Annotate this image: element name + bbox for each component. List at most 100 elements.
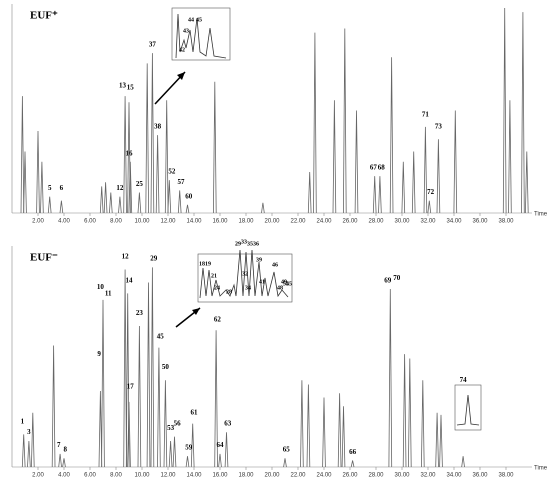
peak — [127, 401, 131, 468]
x-tick-label: 18.00 — [238, 219, 254, 225]
x-tick-label: 16.00 — [212, 473, 228, 477]
peak — [427, 200, 432, 214]
x-axis-label: Time — [534, 212, 548, 218]
inset-peak-label: 55 — [286, 281, 292, 287]
peak — [337, 393, 342, 468]
peak-label: 45 — [157, 333, 165, 341]
peak-label: 62 — [214, 315, 222, 323]
peak-label: 9 — [97, 350, 101, 358]
peak-label: 63 — [224, 420, 232, 428]
peak — [343, 28, 347, 214]
peak — [31, 412, 35, 468]
x-tick-label: 6.00 — [84, 219, 96, 225]
peak-label: 13 — [119, 82, 127, 90]
peak-label: 67 — [370, 164, 378, 172]
x-tick-label: 6.00 — [84, 473, 96, 477]
x-tick-label: 2.00 — [32, 473, 44, 477]
x-tick-label: 32.00 — [420, 219, 436, 225]
peak-label: 72 — [427, 188, 435, 196]
inset-peak-label: 49 — [281, 279, 287, 285]
peak — [502, 7, 507, 214]
peak — [150, 267, 155, 468]
x-tick-label: 24.00 — [316, 219, 332, 225]
peak — [218, 453, 222, 468]
inset-peak-label: 45 — [196, 17, 202, 23]
x-tick-label: 22.00 — [290, 473, 306, 477]
peak-label: 57 — [178, 178, 186, 186]
x-tick-label: 32.00 — [420, 473, 436, 477]
x-tick-label: 34.00 — [446, 473, 462, 477]
inset-trace — [456, 394, 480, 426]
peak-label: 52 — [168, 168, 176, 176]
x-tick-label: 26.00 — [342, 219, 358, 225]
peak — [118, 196, 122, 214]
peak-label: 70 — [393, 274, 401, 282]
peak-label: 29 — [150, 255, 158, 263]
peak — [436, 139, 441, 214]
peak — [411, 151, 416, 214]
peak — [283, 458, 287, 468]
peak — [62, 458, 66, 468]
x-tick-label: 20.00 — [264, 473, 280, 477]
peak-label: 74 — [460, 376, 468, 384]
x-tick-label: 22.00 — [290, 219, 306, 225]
inset-peak-label: 29 — [235, 241, 241, 247]
inset-trace — [175, 13, 227, 59]
peak — [21, 434, 26, 468]
peak-label: 1 — [21, 417, 25, 425]
peak — [423, 126, 428, 214]
peak — [185, 204, 190, 214]
peak — [300, 380, 304, 468]
peak — [99, 186, 104, 214]
peak — [408, 358, 412, 468]
peak — [421, 380, 425, 468]
peak-label: 15 — [127, 84, 135, 92]
inset-peak-label: 42 — [179, 47, 185, 53]
x-tick-label: 28.00 — [368, 473, 384, 477]
peak-label: 56 — [174, 420, 182, 428]
x-tick-label: 4.00 — [58, 473, 70, 477]
peak — [137, 192, 142, 214]
peak — [313, 32, 317, 214]
x-tick-label: 34.00 — [446, 219, 462, 225]
peak — [103, 182, 108, 214]
peak-label: 69 — [384, 276, 392, 284]
peak — [167, 180, 172, 214]
inset-peak-label: 33 — [241, 239, 247, 245]
inset-peak-label: 24 — [214, 285, 220, 291]
inset-peak-label: 36 — [253, 241, 259, 247]
inset-peak-label: 35 — [247, 241, 253, 247]
peak — [123, 96, 127, 214]
peak — [261, 202, 265, 214]
x-axis-label: Time — [534, 466, 548, 472]
peak-label: 68 — [378, 164, 386, 172]
peak-label: 8 — [64, 446, 68, 454]
peak-label: 60 — [185, 192, 193, 200]
x-tick-label: 10.00 — [134, 473, 150, 477]
inset-peak-label: 39 — [256, 257, 262, 263]
x-tick-label: 38.00 — [498, 219, 514, 225]
peak-label: 61 — [191, 409, 199, 417]
x-tick-label: 4.00 — [58, 219, 70, 225]
x-tick-label: 10.00 — [134, 219, 150, 225]
peak-label: 73 — [435, 123, 443, 131]
peak-label: 37 — [149, 41, 157, 49]
x-tick-label: 20.00 — [264, 219, 280, 225]
inset-peak-label: 46 — [272, 262, 278, 268]
peak — [213, 81, 217, 214]
inset-peak-label: 28 — [226, 289, 232, 295]
peak — [58, 453, 62, 468]
peak — [354, 110, 359, 214]
x-tick-label: 14.00 — [186, 473, 202, 477]
peak — [163, 380, 168, 468]
peak — [36, 130, 40, 214]
peak — [150, 53, 155, 214]
inset-peak-label: 18 — [199, 261, 205, 267]
peak — [128, 161, 133, 214]
peak — [172, 436, 177, 468]
peak — [322, 397, 326, 468]
inset-peak-label: 44 — [188, 17, 194, 23]
peak — [453, 110, 458, 214]
peak — [59, 200, 64, 214]
peak — [402, 354, 407, 468]
